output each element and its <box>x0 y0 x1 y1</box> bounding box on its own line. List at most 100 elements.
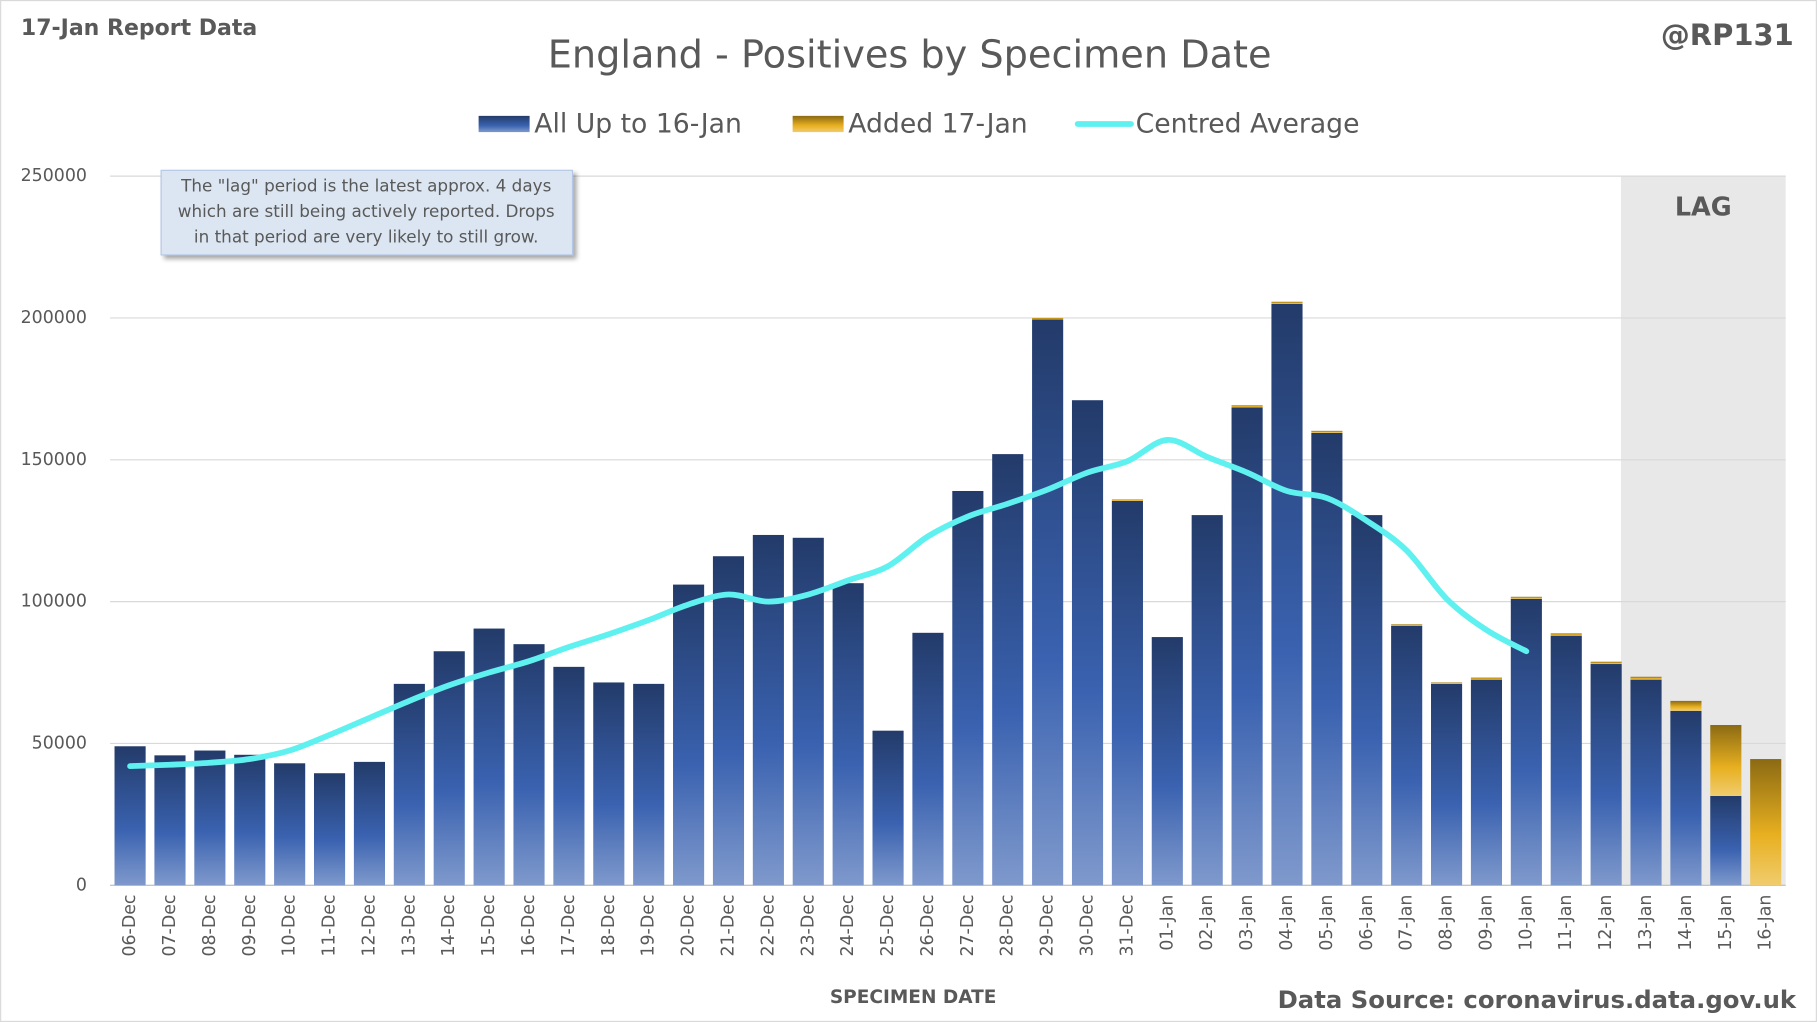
bar <box>752 534 784 886</box>
y-tick-label: 150000 <box>21 450 87 470</box>
x-tick-label: 16-Jan <box>1756 895 1776 951</box>
x-tick-label: 25-Dec <box>878 895 898 957</box>
bar <box>1231 407 1263 886</box>
bar <box>1391 625 1423 886</box>
bar <box>154 755 186 886</box>
x-tick-label: 09-Dec <box>240 895 260 957</box>
report-label: 17-Jan Report Data <box>21 16 257 41</box>
bar <box>1231 405 1263 408</box>
x-tick-label: 21-Dec <box>718 895 738 957</box>
legend-swatch <box>792 115 844 133</box>
bar <box>194 750 226 886</box>
y-tick-label: 250000 <box>21 166 87 186</box>
x-tick-label: 09-Jan <box>1476 895 1496 951</box>
bar <box>393 683 425 886</box>
bar <box>1470 677 1503 680</box>
x-tick-label: 22-Dec <box>758 895 778 957</box>
y-tick-label: 100000 <box>21 592 87 612</box>
bar <box>1431 683 1463 886</box>
bar <box>1111 499 1143 501</box>
x-tick-label: 05-Jan <box>1317 895 1337 951</box>
x-tick-label: 16-Dec <box>519 895 539 957</box>
bar <box>353 761 386 886</box>
average-line <box>127 437 1530 770</box>
source: Data Source: coronavirus.data.gov.uk <box>1278 985 1797 1014</box>
x-tick-label: 30-Dec <box>1078 895 1098 957</box>
x-tick-label: 06-Jan <box>1357 895 1377 951</box>
bar <box>1271 301 1303 304</box>
x-tick-label: 24-Dec <box>838 895 858 957</box>
bar <box>513 644 545 886</box>
bar <box>1032 319 1064 886</box>
bar <box>1510 596 1542 599</box>
x-tick-label: 28-Dec <box>998 895 1018 957</box>
x-tick-label: 01-Jan <box>1157 895 1177 951</box>
x-tick-label: 13-Dec <box>399 895 419 957</box>
x-tick-label: 13-Jan <box>1636 895 1656 951</box>
bar <box>1710 725 1742 796</box>
author: @RP131 <box>1661 18 1794 52</box>
bar <box>1510 598 1542 886</box>
legend-label: Added 17-Jan <box>848 109 1027 140</box>
lag-label: LAG <box>1675 193 1732 223</box>
x-tick-label: 31-Dec <box>1117 895 1137 957</box>
bar <box>1111 500 1143 886</box>
x-tick-label: 10-Dec <box>280 895 300 957</box>
x-tick-label: 10-Jan <box>1516 895 1536 951</box>
bar <box>114 746 146 886</box>
bar <box>1271 303 1303 886</box>
y-tick-label: 0 <box>76 875 87 895</box>
x-tick-label: 11-Jan <box>1556 895 1576 951</box>
x-tick-label: 07-Dec <box>160 895 180 957</box>
bar <box>712 556 745 886</box>
x-tick-label: 04-Jan <box>1277 895 1297 951</box>
bar <box>1630 676 1662 680</box>
x-tick-label: 29-Dec <box>1038 895 1058 957</box>
bar <box>553 666 585 886</box>
x-tick-label: 12-Jan <box>1596 895 1616 951</box>
y-tick-label: 200000 <box>21 308 87 328</box>
annotation-text: which are still being actively reported.… <box>178 201 555 221</box>
bar <box>274 763 306 886</box>
x-tick-label: 03-Jan <box>1237 895 1257 951</box>
x-tick-label: 14-Dec <box>439 895 459 957</box>
bar <box>1391 624 1423 626</box>
bar <box>872 730 904 886</box>
x-tick-label: 15-Dec <box>479 895 499 957</box>
bar <box>1431 682 1463 684</box>
x-tick-label: 11-Dec <box>320 895 340 957</box>
x-tick-label: 14-Jan <box>1676 895 1696 951</box>
bar <box>1750 759 1782 886</box>
bar <box>1151 637 1183 886</box>
bar <box>1550 633 1582 636</box>
bar <box>1670 710 1702 886</box>
x-tick-label: 23-Dec <box>798 895 818 957</box>
x-tick-label: 20-Dec <box>679 895 699 957</box>
legend-label: Centred Average <box>1136 109 1360 140</box>
bar <box>912 632 944 886</box>
bar <box>832 583 864 886</box>
bar <box>1590 661 1622 665</box>
bar <box>992 454 1024 886</box>
bar <box>1550 635 1582 886</box>
annotation-text: in that period are very likely to still … <box>194 227 539 247</box>
y-tick-label: 50000 <box>32 733 87 753</box>
legend-swatch <box>478 115 530 133</box>
bar <box>952 490 984 886</box>
bar <box>1311 430 1343 433</box>
x-tick-label: 08-Dec <box>200 895 220 957</box>
x-axis-title: SPECIMEN DATE <box>830 987 997 1008</box>
bar <box>1071 400 1104 886</box>
x-tick-label: 08-Jan <box>1437 895 1457 951</box>
x-tick-label: 26-Dec <box>918 895 938 957</box>
bar <box>313 773 346 886</box>
bar <box>1710 795 1742 886</box>
x-tick-label: 12-Dec <box>359 895 379 957</box>
annotation-text: The "lag" period is the latest approx. 4… <box>180 176 551 196</box>
x-tick-label: 02-Jan <box>1197 895 1217 951</box>
x-tick-label: 07-Jan <box>1397 895 1417 951</box>
bar <box>1032 317 1064 320</box>
bar <box>1351 515 1383 886</box>
